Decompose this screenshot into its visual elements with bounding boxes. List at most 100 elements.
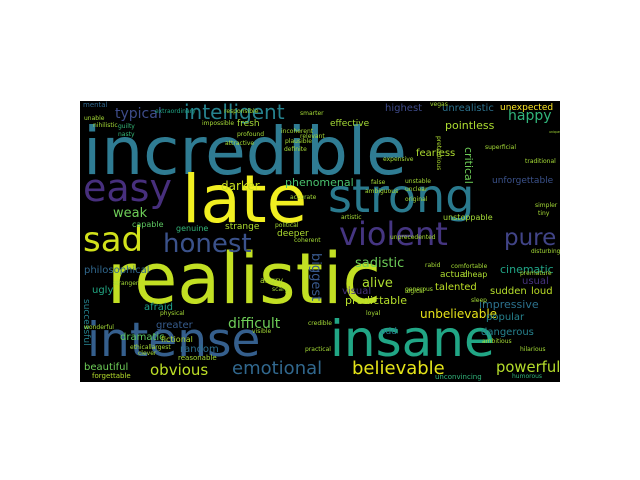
word-mental: mental: [83, 101, 108, 109]
word-emotional: emotional: [232, 358, 323, 379]
word-effective: effective: [330, 119, 370, 129]
word-unconvincing: unconvincing: [435, 373, 482, 381]
word-strong: strong: [328, 169, 475, 223]
word-honest: honest: [163, 229, 252, 259]
word-deeper: deeper: [277, 229, 309, 239]
word-impressive: impressive: [479, 298, 539, 311]
word-false: false: [371, 179, 386, 186]
word-intense: intense: [87, 313, 261, 368]
word-traditional: traditional: [525, 158, 556, 165]
word-obvious: obvious: [150, 361, 209, 379]
word-ugly: ugly: [92, 285, 114, 296]
word-insane: insane: [330, 310, 495, 368]
word-wonderful: wonderful: [84, 324, 114, 331]
word-believable: believable: [352, 358, 445, 379]
word-odd: odd: [380, 327, 397, 337]
word-profound: profound: [237, 131, 265, 138]
word-predictable: predictable: [345, 294, 407, 307]
word-unique: unique: [549, 130, 560, 135]
word-reasonable: reasonable: [178, 354, 217, 362]
word-ambitious: ambitious: [482, 338, 512, 345]
word-critical: critical: [462, 147, 475, 184]
word-plausible: plausible: [285, 138, 312, 145]
word-smarter: smarter: [300, 110, 324, 117]
word-unprecedented: unprecedented: [390, 234, 436, 241]
word-dramatic: dramatic: [120, 332, 165, 343]
word-unable: unable: [84, 115, 105, 122]
word-biggest: biggest: [308, 253, 323, 302]
word-incoherent: incoherent: [281, 128, 314, 135]
word-vegas: vegas: [430, 101, 448, 108]
word-cinematic: cinematic: [500, 263, 554, 276]
word-stranger: stranger: [113, 280, 139, 287]
word-credible: credible: [308, 320, 332, 327]
word-talented: talented: [435, 282, 477, 293]
word-scary: scary: [272, 286, 289, 293]
word-generous: generous: [405, 286, 433, 293]
word-accurate: accurate: [290, 194, 317, 201]
word-humorous: humorous: [512, 373, 543, 380]
word-visual: visual: [342, 286, 372, 297]
word-usual: usual: [522, 276, 549, 287]
word-cloud: incredible realistic late strong intense…: [80, 101, 560, 382]
word-typical: typical: [115, 106, 162, 122]
word-relevant: relevant: [300, 133, 325, 140]
word-difficult: difficult: [228, 316, 281, 332]
word-late: late: [182, 161, 308, 238]
word-pure: pure: [504, 225, 557, 251]
word-unrealistic: unrealistic: [442, 103, 494, 114]
word-unforgettable: unforgettable: [492, 176, 554, 186]
word-angry: angry: [260, 276, 284, 285]
word-clever: clever: [138, 350, 157, 357]
word-pointless: pointless: [445, 119, 495, 132]
word-loyal: loyal: [366, 310, 381, 317]
word-dangerous: dangerous: [481, 327, 534, 338]
word-popular: popular: [486, 312, 525, 323]
word-violent: violent: [339, 215, 448, 253]
word-weak: weak: [113, 206, 148, 221]
word-unstoppable: unstoppable: [443, 213, 493, 222]
word-simpler: simpler: [535, 202, 558, 209]
word-definite: definite: [284, 146, 307, 153]
word-strange: strange: [225, 222, 260, 232]
word-loud: loud: [531, 286, 553, 297]
word-fearless: fearless: [416, 148, 456, 159]
word-sad: sad: [83, 220, 144, 260]
word-philosophical: philosophical: [84, 265, 150, 276]
word-practical: practical: [305, 346, 331, 353]
word-realistic: realistic: [107, 238, 381, 320]
word-happy: happy: [508, 108, 552, 124]
word-hilarious: hilarious: [520, 346, 546, 353]
word-tiny: tiny: [538, 210, 550, 217]
word-artistic: artistic: [341, 214, 362, 221]
word-extraordinary: extraordinary: [155, 108, 196, 115]
word-unclear: unclear: [405, 186, 428, 193]
word-forgettable: forgettable: [92, 372, 131, 380]
word-guilty: guilty: [118, 123, 135, 130]
word-alive: alive: [362, 276, 393, 291]
word-expensive: expensive: [383, 156, 414, 163]
word-responsible: responsible: [224, 108, 259, 115]
word-fresh: fresh: [237, 119, 260, 129]
word-attractive: attractive: [225, 140, 255, 147]
word-beautiful: beautiful: [84, 362, 129, 373]
word-rabid: rabid: [425, 262, 441, 269]
word-random: random: [180, 344, 219, 355]
word-incredible: incredible: [83, 113, 407, 190]
word-ambiguous: ambiguous: [365, 188, 399, 195]
word-coherent: coherent: [294, 237, 321, 244]
word-actual: actual: [440, 270, 468, 280]
word-pretentious: pretentious: [435, 136, 442, 171]
word-unbelievable: unbelievable: [420, 307, 498, 321]
word-premature: premature: [520, 270, 552, 277]
word-ethical: ethical: [130, 344, 151, 351]
word-capable: capable: [132, 220, 164, 229]
word-visible: visible: [252, 328, 272, 335]
word-sadistic: sadistic: [355, 256, 405, 271]
word-easy: easy: [83, 166, 172, 210]
word-superficial: superficial: [485, 144, 516, 151]
word-darker: darker: [221, 179, 260, 193]
word-disturbing: disturbing: [531, 248, 560, 255]
word-largest: largest: [150, 344, 171, 351]
word-unstable: unstable: [405, 178, 431, 185]
